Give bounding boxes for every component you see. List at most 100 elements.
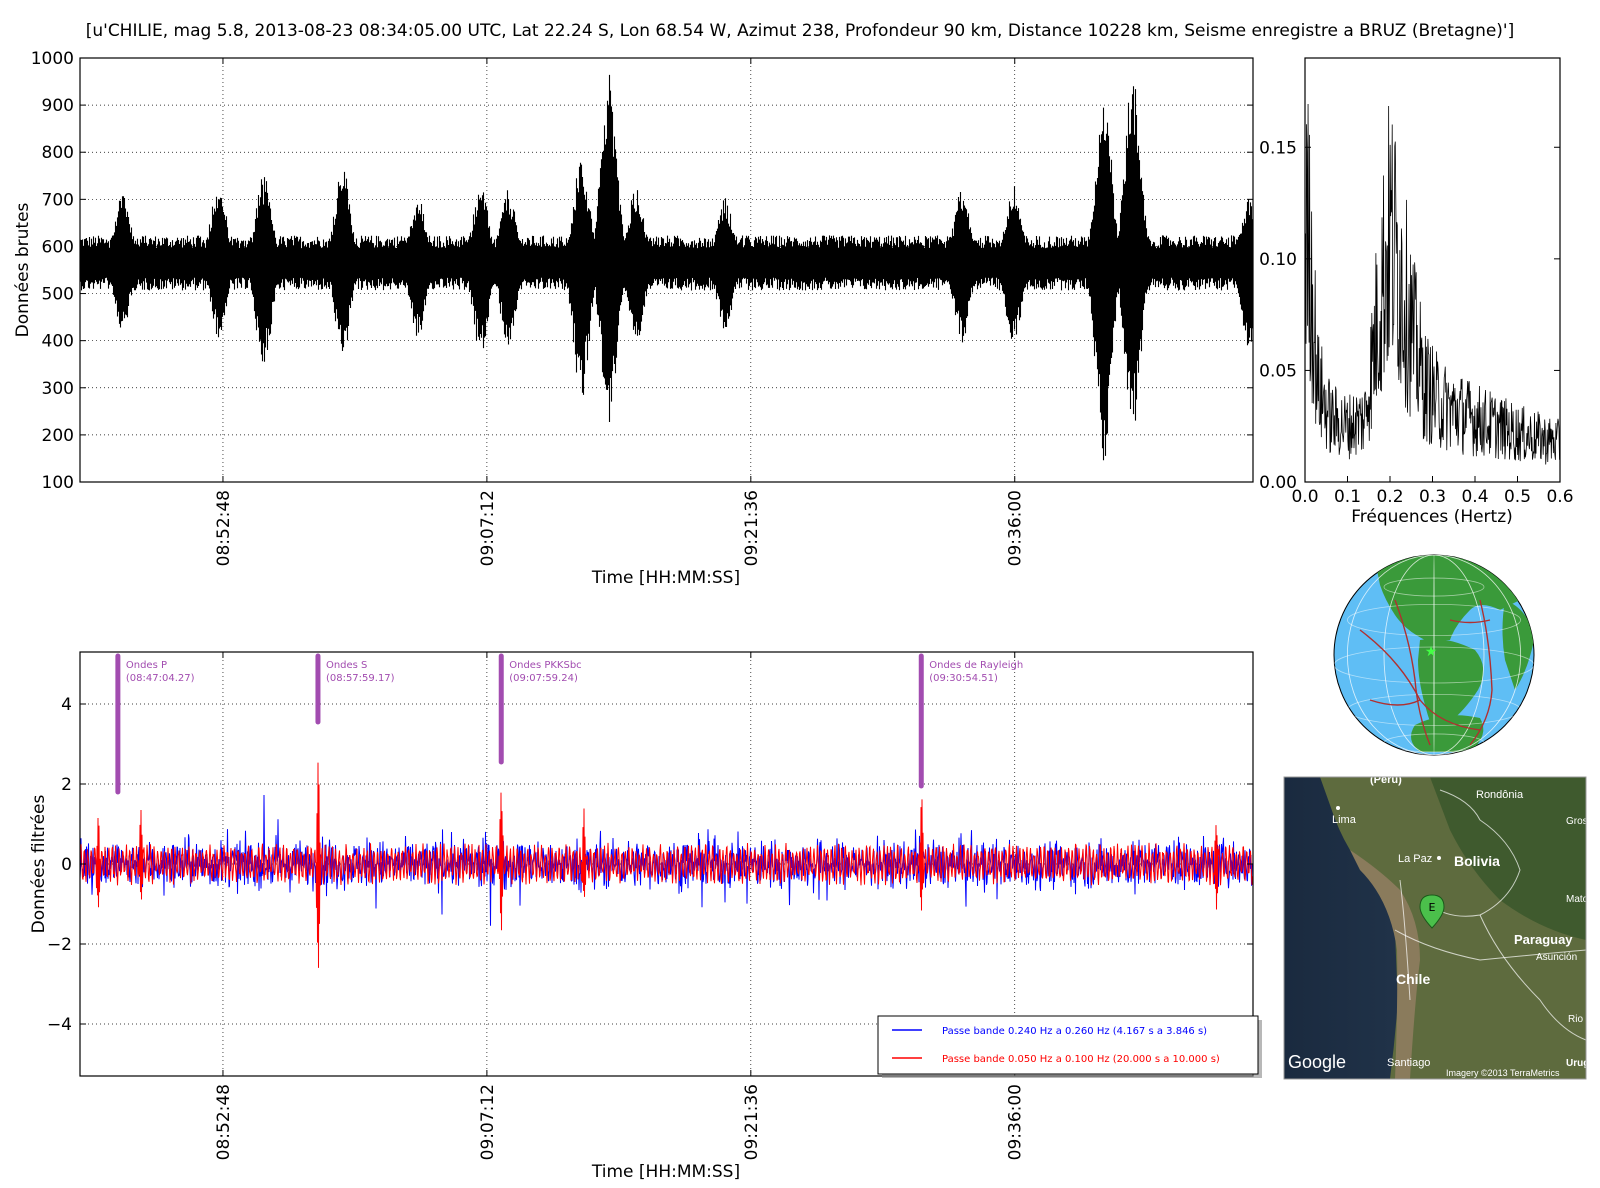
epicenter-star-icon: ★	[1425, 644, 1438, 660]
spectrum-x-axis-label: Fréquences (Hertz)	[1351, 507, 1513, 527]
y-tick-label: 500	[42, 285, 74, 305]
y-tick-label: 700	[42, 190, 74, 210]
map-city-dot	[1336, 806, 1340, 810]
map-label-lima: Lima	[1332, 814, 1357, 826]
y-tick-label: 1000	[31, 49, 74, 69]
spectrum-chart: 0.00 0.05 0.10 0.15 0.0 0.1 0.2 0.3 0.4 0.5 0.6 F…	[1259, 57, 1574, 527]
globe-parallel	[1346, 604, 1522, 636]
wave-time-label: (08:47:04.27)	[126, 673, 195, 684]
raw-x-axis-label: Time [HH:MM:SS]	[591, 568, 740, 588]
y-tick-label: 0.00	[1259, 473, 1297, 493]
y-tick-label: 800	[42, 143, 74, 163]
x-tick-label: 09:07:12	[478, 1084, 498, 1160]
x-tick-label: 09:36:00	[1006, 490, 1026, 566]
x-tick-label: 0.1	[1334, 487, 1361, 507]
wave-time-label: (08:57:59.17)	[326, 673, 395, 684]
x-tick-label: 09:36:00	[1006, 1084, 1026, 1160]
google-logo: Google	[1288, 1052, 1346, 1072]
filtered-red-line	[79, 762, 1253, 968]
filtered-y-axis-label: Données filtrées	[29, 795, 49, 934]
x-tick-label: 0.0	[1291, 487, 1318, 507]
filtered-data-chart: Ondes P (08:47:04.27) Ondes S (08:57:59.17)…	[29, 651, 1262, 1182]
north-america-land	[1375, 555, 1520, 640]
filtered-y-ticks: −4 −2 0 2 4	[47, 695, 1253, 1035]
y-tick-label: −2	[47, 935, 72, 955]
x-tick-label: 09:07:12	[478, 490, 498, 566]
globe-parallel	[1383, 577, 1485, 597]
map-label-la-paz: La Paz	[1398, 853, 1432, 865]
map-amazon	[1430, 777, 1586, 940]
x-tick-label: 0.2	[1376, 487, 1403, 507]
figure-title: [u'CHILIE, mag 5.8, 2013-08-23 08:34:05.…	[86, 21, 1515, 41]
globe-map: ★	[1333, 554, 1535, 756]
map-label-gros: Gros	[1566, 816, 1588, 827]
filtered-x-ticks: 08:52:48 09:07:12 09:21:36 09:36:00	[214, 652, 1026, 1160]
map-label-uruguay: Urugu	[1566, 1058, 1595, 1069]
epicenter-marker-icon: E	[1419, 894, 1445, 929]
spectrum-series-line	[1304, 103, 1561, 465]
map-label-mato: Mato	[1566, 894, 1589, 905]
map-label-rondonia: Rondônia	[1476, 789, 1524, 801]
wave-label: Ondes P	[126, 660, 167, 671]
plate-boundary	[1394, 599, 1431, 746]
plate-boundary	[1369, 699, 1421, 706]
y-tick-label: 200	[42, 426, 74, 446]
plate-boundary	[1469, 599, 1493, 746]
y-tick-label: 900	[42, 96, 74, 116]
wave-label: Ondes PKKSbc	[509, 660, 581, 671]
globe-plate-boundaries	[1359, 599, 1493, 746]
spectrum-y-ticks: 0.00 0.05 0.10 0.15	[1259, 138, 1560, 493]
x-tick-label: 08:52:48	[214, 1084, 234, 1160]
raw-trace	[79, 74, 1254, 461]
satellite-map: (Perú) Rondônia Lima Gros La Paz Bolivia…	[1283, 774, 1595, 1080]
africa-land	[1502, 600, 1534, 690]
x-tick-label: 09:21:36	[742, 490, 762, 566]
raw-data-chart: 100 200 300 400 500 600 700 800 900 1000 08:52:48…	[13, 49, 1254, 588]
y-tick-label: 100	[42, 473, 74, 493]
map-attribution: Imagery ©2013 TerraMetrics	[1446, 1068, 1560, 1078]
wave-annotations: Ondes P (08:47:04.27) Ondes S (08:57:59.17)…	[115, 653, 1023, 795]
plate-boundary	[1449, 619, 1491, 624]
map-label-santiago: Santiago	[1387, 1057, 1430, 1069]
spectrum-trace	[1304, 103, 1561, 465]
legend-label-red: Passe bande 0.050 Hz a 0.100 Hz (20.000 …	[942, 1054, 1220, 1065]
wave-label: Ondes de Rayleigh	[929, 660, 1023, 671]
map-label-peru: (Perú)	[1370, 774, 1402, 786]
map-label-paraguay: Paraguay	[1514, 932, 1573, 947]
y-tick-label: 0.15	[1259, 138, 1297, 158]
map-borders	[1394, 789, 1586, 1041]
globe-meridian	[1346, 555, 1522, 755]
y-tick-label: 2	[61, 775, 72, 795]
map-label-bolivia: Bolivia	[1454, 853, 1500, 869]
y-tick-label: −4	[47, 1015, 72, 1035]
map-frame	[1283, 776, 1587, 1080]
y-tick-label: 400	[42, 332, 74, 352]
map-label-asuncion: Asunción	[1536, 952, 1577, 963]
y-tick-label: 600	[42, 237, 74, 257]
map-marker-label: E	[1429, 901, 1436, 914]
map-label-rio: Rio	[1568, 1014, 1583, 1025]
globe-meridian	[1433, 555, 1435, 755]
wave-label: Ondes S	[326, 660, 367, 671]
raw-plot-frame	[79, 57, 1254, 483]
x-tick-label: 08:52:48	[214, 490, 234, 566]
globe-meridian	[1383, 555, 1485, 755]
globe-contents: ★	[1334, 555, 1534, 755]
x-tick-label: 09:21:36	[742, 1084, 762, 1160]
x-tick-label: 0.5	[1504, 487, 1531, 507]
x-tick-label: 0.6	[1546, 487, 1573, 507]
map-label-chile: Chile	[1396, 971, 1430, 987]
raw-x-ticks: 08:52:48 09:07:12 09:21:36 09:36:00	[214, 58, 1026, 566]
raw-y-axis-label: Données brutes	[13, 202, 33, 337]
map-city-dot	[1437, 856, 1441, 860]
filtered-series-red	[79, 762, 1253, 968]
raw-series-line	[79, 74, 1254, 461]
x-tick-label: 0.4	[1461, 487, 1488, 507]
wave-time-label: (09:30:54.51)	[929, 673, 998, 684]
filtered-x-axis-label: Time [HH:MM:SS]	[591, 1162, 740, 1182]
raw-y-ticks: 100 200 300 400 500 600 700 800 900 1000	[31, 49, 1253, 493]
y-tick-label: 300	[42, 379, 74, 399]
spectrum-x-ticks: 0.0 0.1 0.2 0.3 0.4 0.5 0.6	[1291, 476, 1574, 507]
filtered-legend: Passe bande 0.240 Hz a 0.260 Hz (4.167 s…	[877, 1015, 1262, 1078]
y-tick-label: 0.10	[1259, 250, 1297, 270]
